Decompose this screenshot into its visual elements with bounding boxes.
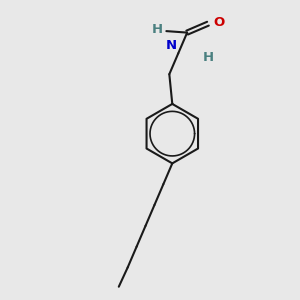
- Text: O: O: [213, 16, 225, 29]
- Text: N: N: [166, 39, 177, 52]
- Text: H: H: [202, 51, 214, 64]
- Text: H: H: [152, 23, 163, 36]
